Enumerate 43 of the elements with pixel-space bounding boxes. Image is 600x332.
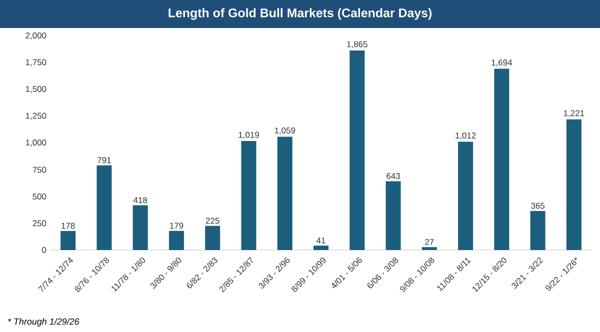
bar (205, 226, 220, 250)
y-tick-label: 1,750 (26, 59, 46, 66)
bar (241, 140, 256, 250)
bar (96, 165, 112, 250)
y-tick-label: 750 (32, 166, 46, 173)
x-tick-label: 3/80 - 9/80 (150, 258, 182, 288)
bar (530, 210, 546, 250)
y-tick-label: 1,000 (26, 140, 46, 146)
bar (60, 230, 76, 250)
y-tick-label: 250 (32, 220, 46, 226)
y-tick-label: 1,250 (26, 112, 46, 120)
text: * Through 1/29/26 (8, 318, 80, 326)
y-tick-label: 0 (42, 247, 46, 253)
data-label: 1,221 (564, 110, 584, 118)
y-tick-label: 2,000 (26, 32, 46, 40)
data-label: 41 (316, 238, 326, 244)
data-label: 179 (170, 222, 184, 229)
data-label: 1,019 (238, 132, 259, 139)
bar (422, 247, 437, 250)
data-label: 643 (386, 173, 400, 179)
y-tick-label: 500 (32, 194, 46, 200)
bar (458, 142, 474, 250)
bar (386, 181, 401, 250)
bar (277, 136, 292, 250)
data-label: 225 (206, 218, 220, 224)
y-tick-label: 1,500 (26, 86, 46, 93)
data-label: 27 (425, 239, 434, 245)
data-label: 365 (531, 202, 545, 209)
bar (350, 50, 365, 250)
chart-title: Length of Gold Bull Markets (Calendar Days) (168, 8, 432, 20)
data-label: 178 (62, 222, 75, 229)
data-label: 418 (133, 197, 148, 204)
data-label: 1,059 (274, 128, 296, 134)
bar (168, 230, 184, 250)
bar (566, 119, 582, 250)
bar (314, 246, 329, 250)
bar (132, 205, 148, 250)
data-label: 1,865 (347, 41, 368, 48)
x-tick-label: 3/21 - 3/22 (512, 258, 544, 288)
data-label: 1,012 (456, 132, 476, 140)
bar (494, 68, 510, 250)
data-label: 1,694 (492, 60, 512, 67)
data-label: 791 (98, 157, 111, 164)
